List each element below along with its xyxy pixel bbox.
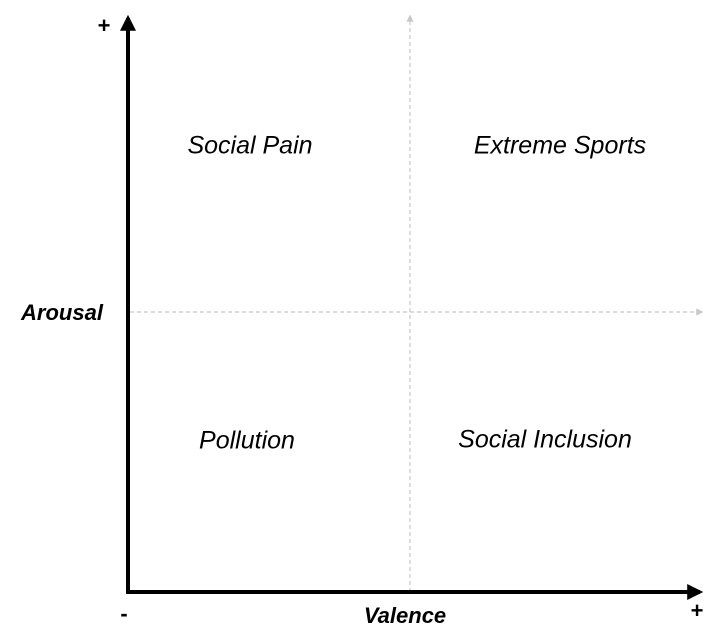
y-axis-label: Arousal [20, 300, 104, 325]
x-low-sign: - [120, 601, 127, 626]
x-axis-label: Valence [364, 603, 446, 628]
x-high-sign: + [691, 598, 704, 623]
quadrant-label: Extreme Sports [474, 132, 646, 160]
quadrant-label: Pollution [199, 427, 295, 455]
quadrant-label: Social Inclusion [458, 426, 632, 454]
quadrant-label: Social Pain [187, 132, 312, 160]
y-high-sign: + [98, 13, 111, 38]
